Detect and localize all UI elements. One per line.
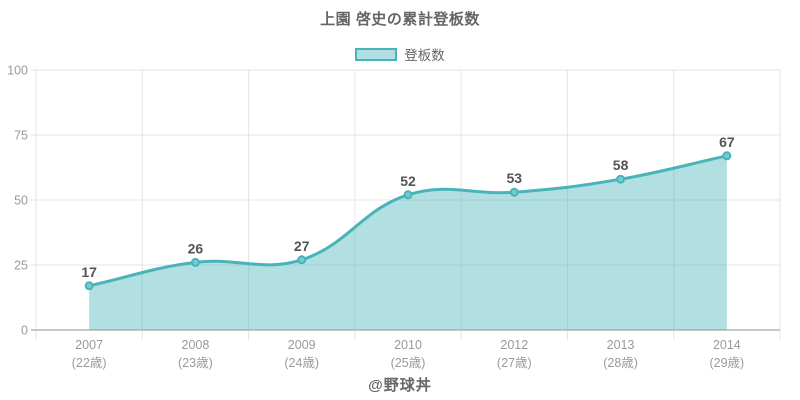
- data-label: 26: [188, 240, 204, 256]
- chart-title: 上園 啓史の累計登板数: [320, 11, 480, 28]
- y-tick-label: 0: [21, 324, 28, 338]
- data-label: 53: [506, 170, 522, 186]
- data-point[interactable]: [84, 281, 94, 291]
- y-tick-label: 100: [7, 64, 28, 78]
- x-tick-label-year: 2009: [288, 338, 316, 352]
- x-tick-label-year: 2008: [182, 338, 210, 352]
- data-point[interactable]: [297, 255, 307, 265]
- x-tick-label-year: 2007: [75, 338, 103, 352]
- x-tick-label-age: (23歳): [178, 356, 213, 370]
- data-point[interactable]: [509, 187, 519, 197]
- x-tick-label-year: 2010: [394, 338, 422, 352]
- y-tick-label: 50: [14, 194, 28, 208]
- x-tick-label-age: (24歳): [284, 356, 319, 370]
- x-tick-label-age: (29歳): [709, 356, 744, 370]
- data-label: 58: [613, 157, 629, 173]
- data-point[interactable]: [190, 257, 200, 267]
- data-label: 17: [81, 264, 97, 280]
- legend-label: 登板数: [404, 48, 445, 63]
- x-tick-label-age: (27歳): [497, 356, 532, 370]
- data-label: 67: [719, 134, 735, 150]
- area-fill: [89, 155, 727, 330]
- legend-swatch-icon: [355, 47, 398, 61]
- y-tick-label: 75: [14, 129, 28, 143]
- x-tick-label-age: (22歳): [72, 356, 107, 370]
- x-tick-label-age: (28歳): [603, 356, 638, 370]
- data-label: 52: [400, 173, 416, 189]
- y-tick-label: 25: [14, 259, 28, 273]
- data-point[interactable]: [722, 151, 732, 161]
- data-point[interactable]: [403, 190, 413, 200]
- x-tick-label-age: (25歳): [391, 356, 426, 370]
- x-tick-label-year: 2014: [713, 338, 741, 352]
- data-point[interactable]: [616, 174, 626, 184]
- x-tick-label-year: 2013: [607, 338, 635, 352]
- data-label: 27: [294, 238, 310, 254]
- watermark-credit: @野球丼: [368, 377, 432, 394]
- legend-item[interactable]: 登板数: [0, 44, 800, 64]
- x-tick-label-year: 2012: [500, 338, 528, 352]
